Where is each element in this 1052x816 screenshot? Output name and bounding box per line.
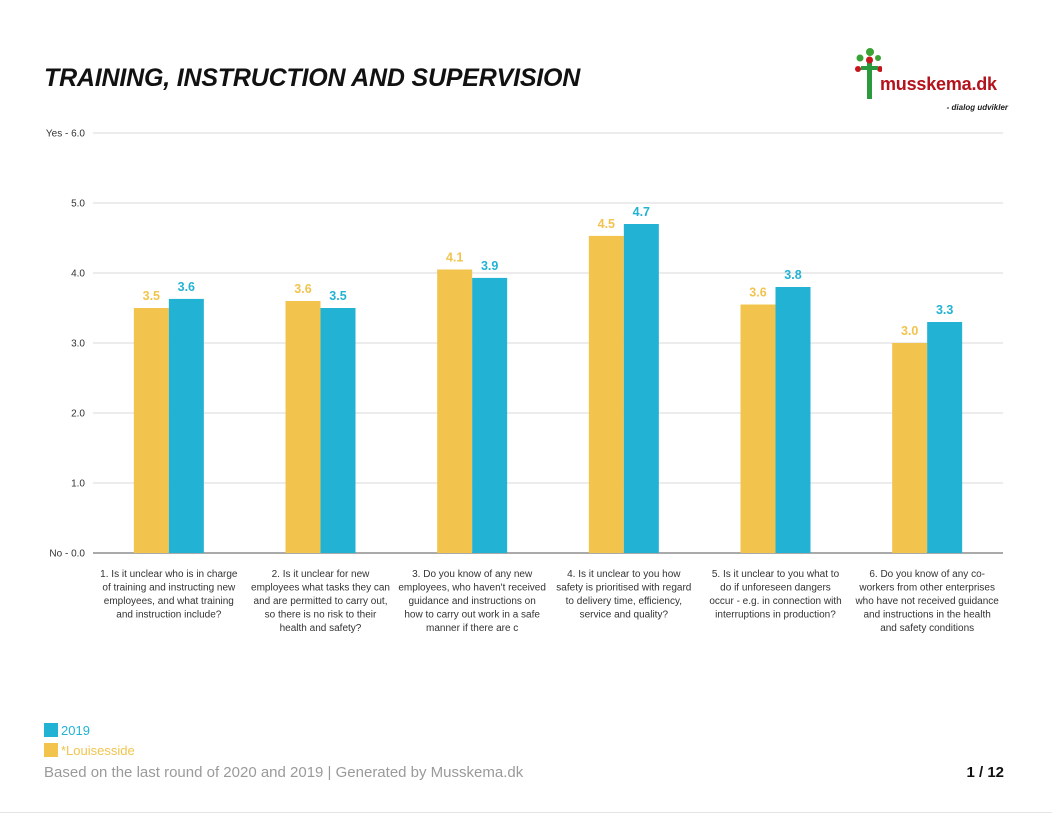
bar-chart: No - 0.0 1.0 2.0 3.0 4.0 5.0 Yes - 6.0 3.5 3.6 1.… [46, 129, 1003, 634]
x-tick-label-line: 2. Is it unclear for new [272, 569, 371, 580]
data-label: 3.5 [329, 289, 346, 303]
bar [740, 304, 776, 553]
x-tick-label-line: workers from other enterprises [858, 583, 995, 594]
x-tick-label-line: to delivery time, efficiency, [566, 596, 682, 607]
data-label: 4.1 [446, 251, 463, 265]
x-tick-label-line: employees, who haven't received [398, 583, 546, 594]
bar [168, 298, 204, 553]
y-tick-label: No - 0.0 [49, 549, 85, 560]
x-tick-label-line: and instructions in the health [864, 610, 991, 621]
bar [472, 277, 508, 553]
data-label: 3.5 [143, 289, 160, 303]
x-tick-label-line: manner if there are c [426, 623, 518, 634]
x-tick-label: 4. Is it unclear to you how safety is pri… [556, 569, 691, 621]
bar [775, 287, 811, 553]
divider [0, 812, 1052, 813]
page-title: TRAINING, INSTRUCTION AND SUPERVISION [44, 64, 581, 92]
legend-swatch-2019 [44, 723, 58, 737]
page-number: 1 / 12 [966, 764, 1004, 781]
bar [892, 343, 928, 553]
x-tick-label-line: and are permitted to carry out, [254, 596, 388, 607]
y-tick-label: 5.0 [71, 199, 85, 210]
data-label: 4.7 [633, 205, 650, 219]
data-label: 4.5 [598, 217, 615, 231]
x-tick-label-line: 6. Do you know of any co- [869, 569, 985, 580]
x-tick-label-line: service and quality? [580, 610, 669, 621]
legend: 2019 *Louisesside [44, 720, 135, 760]
x-tick-label-line: do if unforeseen dangers [720, 583, 831, 594]
legend-swatch-louisesside [44, 743, 58, 757]
tree-person-logo-icon [855, 48, 882, 99]
legend-label-louisesside: *Louisesside [61, 742, 135, 758]
x-tick-label-line: 4. Is it unclear to you how [567, 569, 681, 580]
x-tick-label: 1. Is it unclear who is in charge of trai… [100, 569, 238, 621]
x-tick-label-line: employees what tasks they can [251, 583, 390, 594]
x-tick-label-line: guidance and instructions on [409, 596, 536, 607]
data-label: 3.6 [749, 286, 766, 300]
y-tick-label: 4.0 [71, 269, 85, 280]
data-label: 3.8 [784, 268, 801, 282]
bar [623, 224, 659, 553]
data-label: 3.0 [901, 324, 918, 338]
legend-item-louisesside: *Louisesside [44, 740, 135, 760]
bar [588, 235, 624, 553]
x-tick-label-line: and instruction include? [116, 610, 222, 621]
y-tick-label: 2.0 [71, 409, 85, 420]
x-tick-label-line: how to carry out work in a safe [404, 610, 540, 621]
x-tick-label: 5. Is it unclear to you what to do if unf… [709, 569, 841, 621]
x-tick-label-line: 5. Is it unclear to you what to [712, 569, 840, 580]
logo-tagline: - dialog udvikler [946, 103, 1008, 112]
y-tick-label: 1.0 [71, 479, 85, 490]
data-label: 3.6 [294, 282, 311, 296]
x-tick-label-line: health and safety? [280, 623, 362, 634]
legend-item-2019: 2019 [44, 720, 135, 740]
x-tick-label-line: of training and instructing new [102, 583, 236, 594]
x-tick-label: 6. Do you know of any co-workers from ot… [854, 569, 999, 634]
musskema-logo: musskema.dk - dialog udvikler [852, 44, 1012, 120]
bar [320, 308, 356, 553]
data-label: 3.6 [178, 280, 195, 294]
x-tick-label-line: 1. Is it unclear who is in charge [100, 569, 238, 580]
x-tick-label: 2. Is it unclear for new employees what t… [251, 569, 390, 634]
y-tick-label: 3.0 [71, 339, 85, 350]
data-label: 3.3 [936, 303, 953, 317]
y-tick-label: Yes - 6.0 [46, 129, 86, 140]
footer-note: Based on the last round of 2020 and 2019… [44, 764, 524, 781]
x-tick-label: 3. Do you know of any new employees, who … [398, 569, 546, 634]
bar [285, 301, 321, 553]
logo-wordmark: musskema.dk [880, 74, 997, 94]
legend-label-2019: 2019 [61, 722, 90, 738]
x-tick-label-line: 3. Do you know of any new [412, 569, 533, 580]
x-tick-label-line: interruptions in production? [715, 610, 836, 621]
bar [133, 308, 169, 553]
x-tick-label-line: employees, and what training [104, 596, 234, 607]
bar [437, 269, 473, 553]
x-tick-label-line: occur - e.g. in connection with [709, 596, 841, 607]
data-label: 3.9 [481, 259, 498, 273]
x-tick-label-line: so there is no risk to their [265, 610, 377, 621]
bar [927, 322, 963, 553]
x-tick-label-line: safety is prioritised with regard [556, 583, 691, 594]
x-tick-label-line: who have not received guidance [854, 596, 999, 607]
x-tick-label-line: and safety conditions [880, 623, 974, 634]
